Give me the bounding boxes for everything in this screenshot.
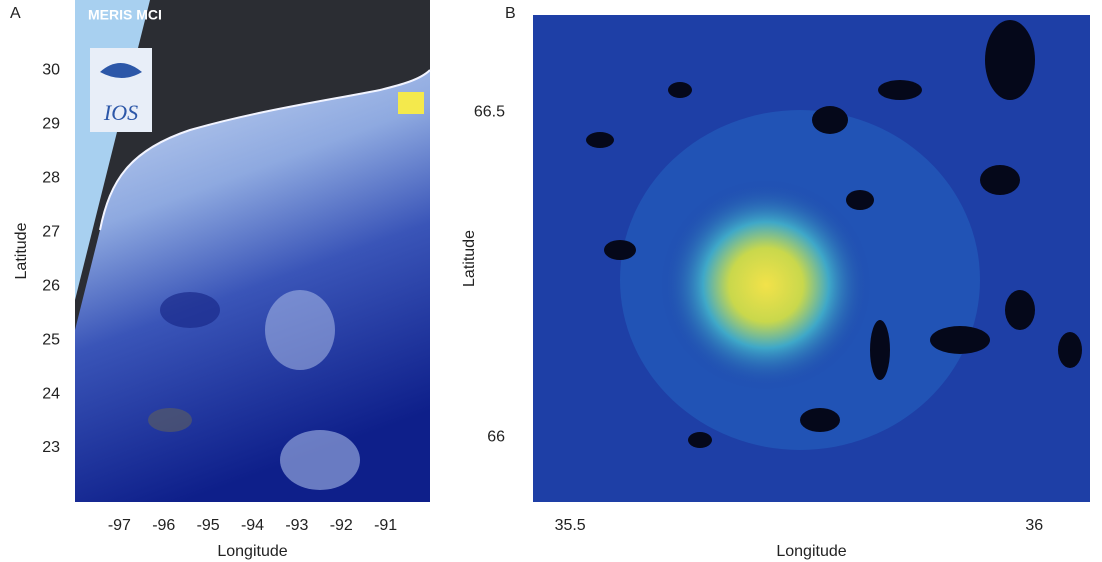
y-tick-label: 27 (42, 223, 60, 240)
x-tick-label: -94 (241, 517, 264, 534)
x-tick-label: -96 (152, 517, 175, 534)
satellite-image-a: MERIS MCI IOS (75, 0, 431, 502)
x-axis-label: Longitude (776, 543, 846, 560)
x-tick-label: -91 (374, 517, 397, 534)
x-tick-label: 36 (1025, 517, 1043, 534)
logo-text: IOS (103, 100, 138, 125)
satellite-image-b (533, 15, 1090, 502)
y-axis-label: Latitude (13, 222, 30, 279)
image-caption: MERIS MCI (88, 7, 162, 23)
panel-label: B (505, 5, 516, 22)
y-tick-label: 24 (42, 385, 60, 402)
x-tick-label: -93 (285, 517, 308, 534)
y-tick-label: 66.5 (474, 104, 505, 121)
x-tick-label: -95 (197, 517, 220, 534)
panel-label: A (10, 5, 21, 22)
x-tick-label: 35.5 (555, 517, 586, 534)
y-axis-label: Latitude (461, 230, 478, 287)
y-tick-label: 29 (42, 115, 60, 132)
x-axis-label: Longitude (217, 543, 287, 560)
y-tick-label: 30 (42, 61, 60, 78)
y-tick-label: 23 (42, 439, 60, 456)
y-tick-label: 25 (42, 331, 60, 348)
y-tick-label: 26 (42, 277, 60, 294)
x-tick-label: -92 (330, 517, 353, 534)
x-tick-label: -97 (108, 517, 131, 534)
y-tick-label: 28 (42, 169, 60, 186)
y-tick-label: 66 (487, 428, 505, 445)
